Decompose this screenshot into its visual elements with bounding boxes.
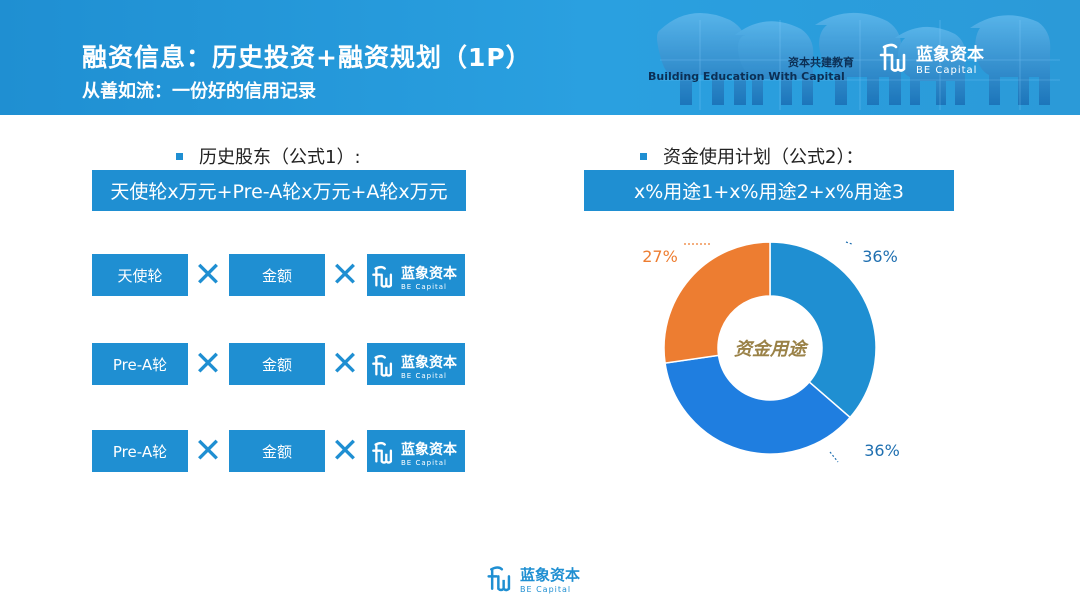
round-box-1: 天使轮 [92, 254, 188, 296]
investor-logo-box-3: 蓝象资本 BE Capital [367, 430, 465, 472]
slice-value-label: 36% [862, 247, 898, 266]
be-capital-logo-mark-icon [372, 354, 393, 377]
brand-name-cn: 蓝象资本 [401, 355, 457, 371]
brand-name-cn: 蓝象资本 [401, 266, 457, 282]
right-formula-box: x%用途1+x%用途2+x%用途3 [584, 170, 954, 211]
be-capital-logo-mark-icon [879, 43, 906, 72]
right-heading-text: 资金使用计划（公式2）： [663, 147, 864, 168]
investor-brand-logo: 蓝象资本 BE Capital [371, 439, 457, 467]
slice-value-label: 36% [864, 441, 900, 460]
amount-label: 金额 [261, 442, 292, 461]
brand-name-en: BE Capital [401, 372, 447, 380]
round-box-2: Pre-A轮 [92, 343, 188, 385]
amount-box-1: 金额 [229, 254, 325, 296]
multiply-icon: ✕ [330, 255, 360, 295]
brand-name-en: BE Capital [916, 65, 978, 76]
left-section-heading: 历史股东（公式1）: [176, 143, 361, 169]
bullet-square-icon [640, 152, 647, 160]
investor-brand-logo: 蓝象资本 BE Capital [371, 352, 457, 380]
tagline-cn: 资本共建教育 [788, 56, 854, 69]
fund-usage-donut-chart: 36% 36% 27% 资金用途 [642, 241, 900, 463]
tagline-en: Building Education With Capital [648, 70, 845, 83]
left-formula-box: 天使轮x万元+Pre-A轮x万元+A轮x万元 [92, 170, 466, 211]
amount-box-3: 金额 [229, 430, 325, 472]
be-capital-logo-mark-icon [372, 441, 393, 464]
investor-logo-box-2: 蓝象资本 BE Capital [367, 343, 465, 385]
bullet-square-icon [176, 152, 183, 160]
be-capital-logo-mark-icon [372, 265, 393, 288]
slice-value-label: 27% [642, 247, 678, 266]
footer-brand-logo: 蓝象资本 BE Capital [486, 564, 580, 594]
multiply-icon: ✕ [193, 255, 223, 295]
donut-slice [769, 241, 877, 419]
round-box-3: Pre-A轮 [92, 430, 188, 472]
be-capital-logo-mark-icon [487, 566, 511, 592]
brand-name-cn: 蓝象资本 [401, 442, 457, 458]
amount-box-2: 金额 [229, 343, 325, 385]
right-formula-text: x%用途1+x%用途2+x%用途3 [634, 181, 904, 203]
investor-logo-box-1: 蓝象资本 BE Capital [367, 254, 465, 296]
brand-name-cn: 蓝象资本 [520, 566, 581, 584]
left-heading-text: 历史股东（公式1）: [199, 147, 361, 168]
multiply-icon: ✕ [193, 431, 223, 471]
multiply-icon: ✕ [193, 344, 223, 384]
round-label: Pre-A轮 [112, 442, 168, 461]
elephant-herd-illustration [657, 12, 1060, 110]
amount-label: 金额 [261, 266, 292, 285]
investor-brand-logo: 蓝象资本 BE Capital [371, 263, 457, 291]
brand-name-en: BE Capital [401, 283, 447, 291]
brand-name-cn: 蓝象资本 [916, 45, 984, 65]
slide-title: 融资信息：历史投资+融资规划（1P） [82, 43, 532, 72]
left-formula-text: 天使轮x万元+Pre-A轮x万元+A轮x万元 [110, 181, 448, 203]
multiply-icon: ✕ [330, 344, 360, 384]
slice-leader-line [829, 451, 839, 463]
brand-name-en: BE Capital [401, 459, 447, 467]
header-banner: 融资信息：历史投资+融资规划（1P） 从善如流：一份好的信用记录 资本共建教育 … [0, 0, 1080, 115]
round-label: Pre-A轮 [112, 355, 168, 374]
amount-label: 金额 [261, 355, 292, 374]
slice-leader-line [845, 241, 853, 245]
right-section-heading: 资金使用计划（公式2）： [640, 143, 863, 169]
round-label: 天使轮 [117, 266, 163, 285]
donut-center-label: 资金用途 [734, 339, 809, 360]
multiply-icon: ✕ [330, 431, 360, 471]
donut-slice [663, 241, 771, 364]
donut-slice [664, 354, 852, 455]
slide-subtitle: 从善如流：一份好的信用记录 [82, 81, 316, 102]
header-brand-logo: 蓝象资本 BE Capital [878, 40, 984, 76]
brand-name-en: BE Capital [520, 585, 572, 594]
